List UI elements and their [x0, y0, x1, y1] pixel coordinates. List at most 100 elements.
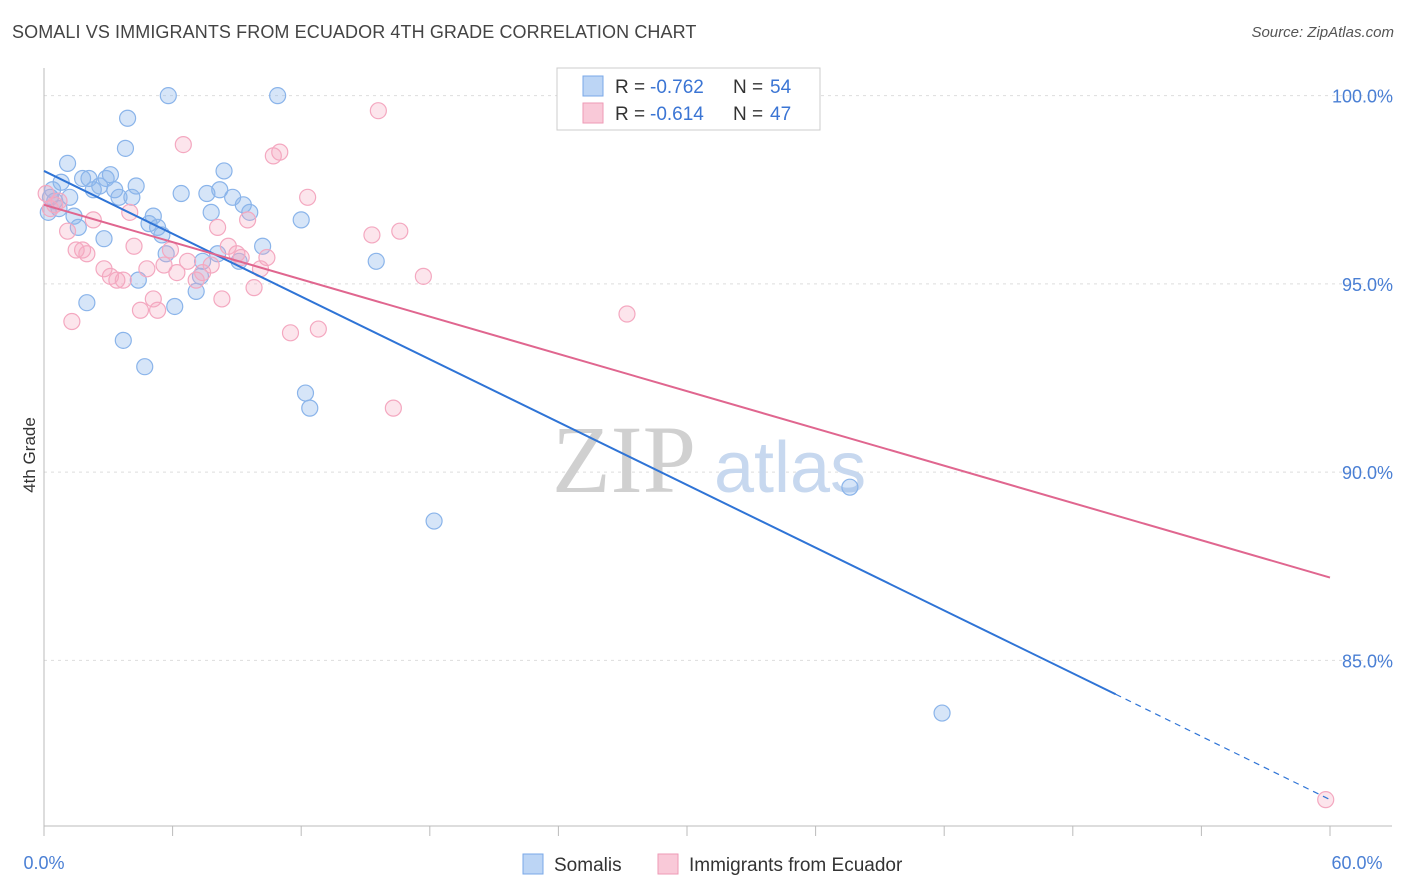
ecuador-point	[131, 301, 150, 319]
chart-title: SOMALI VS IMMIGRANTS FROM ECUADOR 4TH GR…	[12, 22, 697, 42]
ecuador-point	[239, 211, 257, 229]
somali-point	[425, 512, 443, 530]
ecuador-point	[161, 241, 180, 259]
watermark-atlas: atlas	[714, 428, 866, 508]
x-tick-label: 60.0%	[1331, 853, 1382, 873]
ecuador-point	[391, 222, 409, 240]
ecuador-trend-line	[43, 203, 1331, 579]
ecuador-point	[202, 256, 220, 274]
somali-point	[110, 188, 128, 206]
legend-r-label-somalis: R =	[615, 77, 645, 98]
somali-point	[123, 188, 141, 206]
ecuador-point	[384, 399, 402, 417]
y-tick-labels: 85.0% 90.0% 95.0% 100.0%	[1332, 87, 1393, 672]
ecuador-point	[618, 305, 636, 323]
ecuador-point	[309, 320, 327, 338]
ecuador-point	[299, 188, 317, 206]
somali-point	[129, 271, 147, 289]
trend-lines	[43, 170, 1331, 801]
ecuador-point	[155, 256, 173, 274]
y-axis-label: 4th Grade	[20, 417, 39, 493]
axes	[43, 68, 1392, 836]
somali-point	[95, 230, 113, 248]
y-tick-label: 85.0%	[1342, 651, 1393, 671]
ecuador-point	[209, 218, 227, 237]
ecuador-point	[258, 248, 276, 267]
x-tick-label: 0.0%	[23, 853, 64, 873]
somali-point	[254, 237, 272, 255]
legend-r-somalis: -0.762	[650, 77, 704, 98]
somali-point	[211, 181, 229, 199]
bottom-legend-ecuador: Immigrants from Ecuador	[689, 855, 903, 876]
legend-swatch-somalis	[582, 75, 604, 97]
x-tick-labels: 0.0% 60.0%	[23, 853, 1382, 873]
ecuador-point	[138, 260, 156, 278]
bottom-legend-somalis: Somalis	[554, 855, 622, 876]
somali-point	[292, 211, 310, 229]
somali-point	[116, 139, 135, 157]
somali-point	[172, 184, 190, 203]
somali-point	[198, 184, 216, 203]
legend-r-label-ecuador: R =	[615, 104, 645, 125]
somali-point	[136, 358, 154, 376]
somali-point	[215, 162, 233, 180]
somali-trend-line-extension	[1115, 693, 1331, 801]
ecuador-point	[144, 290, 162, 308]
somali-point	[114, 331, 132, 349]
ecuador-point	[125, 237, 143, 255]
legend-n-label-ecuador: N =	[733, 104, 763, 125]
ecuador-point	[114, 271, 132, 289]
somali-point	[159, 87, 177, 105]
somali-point	[78, 294, 96, 312]
ecuador-point	[271, 143, 289, 161]
y-tick-label: 100.0%	[1332, 87, 1393, 107]
ecuador-point	[58, 222, 77, 240]
ecuador-point	[67, 241, 85, 259]
bottom-legend-swatch-ecuador	[657, 853, 679, 875]
legend-n-somalis: 54	[770, 77, 792, 98]
y-tick-label: 95.0%	[1342, 275, 1393, 295]
somali-point	[933, 704, 951, 722]
somali-point	[269, 87, 287, 105]
somali-point	[841, 478, 859, 496]
somali-point	[118, 109, 137, 127]
y-tick-label: 90.0%	[1342, 463, 1393, 483]
legend-r-ecuador: -0.614	[650, 104, 704, 125]
somali-point	[296, 384, 315, 402]
ecuador-point	[108, 271, 126, 289]
somali-point	[367, 252, 385, 270]
ecuador-point	[363, 226, 381, 244]
somali-point	[127, 177, 145, 195]
ecuador-point	[245, 279, 263, 297]
somali-point	[301, 399, 319, 417]
somali-point	[69, 218, 87, 237]
ecuador-point	[1317, 791, 1335, 809]
ecuador-point	[414, 267, 432, 285]
ecuador-point	[369, 102, 387, 120]
legend-n-ecuador: 47	[770, 104, 791, 125]
legend-swatch-ecuador	[582, 102, 604, 124]
watermark-zip: ZIP	[552, 406, 696, 513]
somali-point	[61, 188, 79, 206]
ecuador-point	[213, 290, 231, 308]
bottom-legend: Somalis Immigrants from Ecuador	[522, 853, 903, 876]
gridlines	[44, 95, 1392, 661]
ecuador-point	[179, 252, 197, 270]
ecuador-point	[148, 301, 167, 319]
somali-point	[101, 166, 120, 184]
ecuador-point	[63, 312, 81, 331]
legend-n-label-somalis: N =	[733, 77, 763, 98]
somali-point	[73, 169, 92, 188]
ecuador-point	[168, 263, 186, 282]
somali-trend-line	[43, 170, 1117, 696]
ecuador-point	[174, 135, 192, 154]
chart-source: Source: ZipAtlas.com	[1251, 24, 1394, 41]
somali-point	[58, 154, 77, 173]
watermark: ZIP atlas	[552, 406, 866, 513]
ecuador-point	[78, 245, 96, 263]
legend: R = -0.762 N = 54 R = -0.614 N = 47	[556, 67, 821, 131]
ecuador-point	[281, 324, 300, 342]
bottom-legend-swatch-somalis	[522, 853, 544, 875]
somali-point	[202, 203, 220, 221]
